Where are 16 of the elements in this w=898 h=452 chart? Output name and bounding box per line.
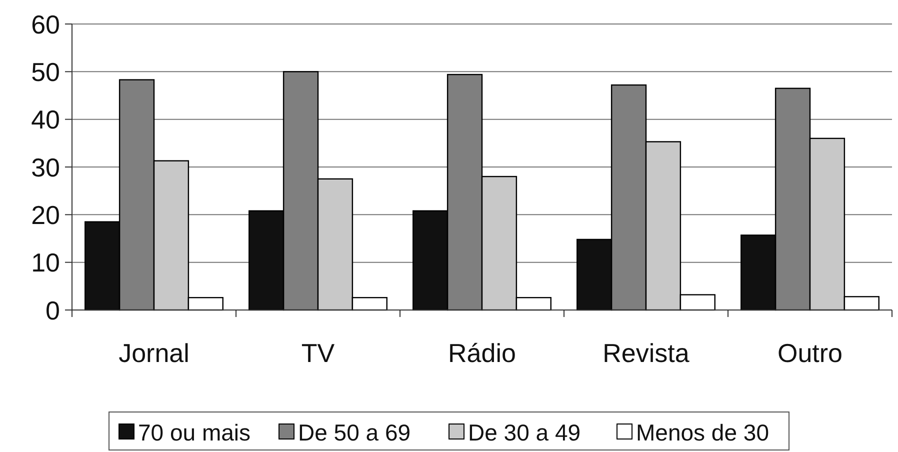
legend-label: De 50 a 69 (298, 419, 411, 446)
x-tick-label: Jornal (118, 338, 190, 368)
legend-label: Menos de 30 (636, 419, 769, 446)
y-tick-label: 0 (46, 295, 60, 326)
y-tick-label: 60 (31, 9, 60, 40)
x-tick-label: Revista (602, 338, 690, 368)
x-tick-label: TV (301, 338, 336, 368)
y-tick-label: 40 (31, 104, 60, 135)
y-tick-label: 10 (31, 248, 60, 278)
x-tick-label: Outro (777, 338, 843, 368)
y-tick-label: 30 (31, 152, 60, 182)
x-tick-label: Rádio (448, 338, 516, 368)
y-tick-label: 20 (31, 200, 60, 230)
y-tick-label: 50 (31, 57, 60, 88)
legend-label: 70 ou mais (138, 419, 251, 446)
legend-label: De 30 a 49 (468, 419, 581, 446)
